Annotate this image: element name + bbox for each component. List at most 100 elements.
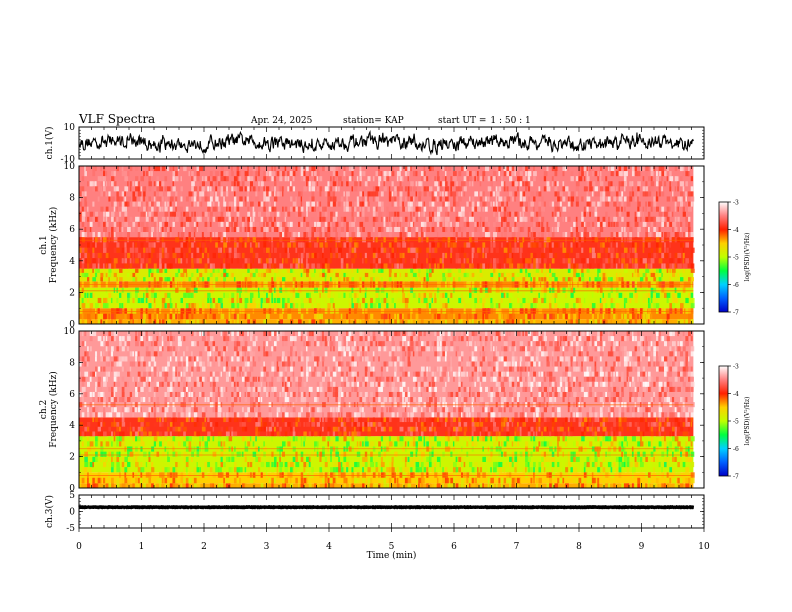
spectrogram-cell [426, 176, 429, 182]
spectrogram-cell [399, 237, 403, 243]
spectrogram-cell [183, 386, 187, 392]
spectrogram-cell [658, 166, 662, 172]
spectrogram-cell [340, 216, 344, 222]
spectrogram-cell [180, 371, 183, 377]
spectrogram-cell [444, 181, 448, 187]
spectrogram-cell [217, 247, 222, 253]
spectrogram-cell [332, 211, 336, 217]
spectrogram-cell [503, 226, 507, 233]
spectrogram-cell [92, 397, 95, 403]
spectrogram-cell [303, 166, 306, 172]
spectrogram-cell [196, 381, 201, 387]
spectrogram-cell [308, 206, 313, 212]
spectrogram-cell [346, 237, 349, 243]
spectrogram-cell [148, 456, 151, 462]
spectrogram-cell [121, 431, 125, 437]
spectrogram-cell [89, 268, 92, 273]
spectrogram-cell [543, 171, 548, 177]
spectrogram-cell [538, 191, 542, 197]
spectrogram-cell [180, 196, 183, 202]
spectrogram-cell [690, 196, 695, 202]
spectrogram-cell [156, 181, 159, 187]
spectrogram-cell [615, 287, 619, 293]
spectrogram-cell [543, 247, 546, 253]
spectrogram-cell [551, 292, 555, 298]
spectrogram-cell [129, 258, 132, 264]
spectrogram-cell [575, 252, 580, 259]
spectrogram-cell [84, 287, 87, 293]
spectrogram-cell [543, 297, 547, 304]
spectrogram-cell [610, 319, 613, 324]
y-axis-label-line: ch.1 [39, 235, 49, 254]
spectrogram-cell [193, 232, 196, 238]
spectrogram-cell [180, 186, 183, 192]
spectrogram-cell [680, 176, 683, 182]
spectrogram-cell [217, 467, 222, 473]
spectrogram-cell [260, 181, 264, 187]
spectrogram-cell [487, 297, 490, 304]
spectrogram-cell [81, 376, 86, 382]
spectrogram-cell [215, 268, 219, 273]
spectrogram-cell [391, 211, 395, 217]
spectrogram-cell [116, 477, 119, 484]
spectrogram-cell [655, 171, 658, 177]
spectrogram-cell [167, 232, 171, 238]
spectrogram-cell [658, 258, 663, 264]
spectrogram-cell [105, 483, 110, 488]
spectrogram-cell [378, 216, 381, 222]
spectrogram-cell [541, 211, 544, 217]
spectrogram-cell [490, 242, 493, 248]
spectrogram-cell [271, 297, 274, 304]
spectrogram-cell [637, 206, 640, 212]
spectrogram-cell [346, 176, 350, 182]
spectrogram-cell [680, 196, 683, 202]
spectrogram-cell [193, 341, 198, 347]
spectrogram-cell [442, 181, 447, 187]
spectrogram-cell [562, 186, 566, 192]
spectrogram-cell [447, 247, 451, 253]
spectrogram-cell [95, 268, 99, 273]
spectrogram-cell [105, 252, 110, 259]
spectrogram-cell [100, 237, 102, 243]
spectrogram-cell [511, 247, 515, 253]
spectrogram-cell [79, 451, 81, 457]
spectrogram-cell [672, 277, 675, 282]
spectrogram-cell [653, 268, 656, 273]
spectrogram-cell [319, 319, 323, 324]
spectrogram-cell [290, 268, 293, 273]
spectrogram-cell [156, 237, 160, 243]
spectrogram-cell [629, 287, 634, 293]
spectrogram-cell [444, 211, 449, 217]
spectrogram-cell [252, 268, 256, 273]
spectrogram-cell [225, 221, 229, 227]
spectrogram-cell [688, 191, 692, 197]
spectrogram-cell [276, 226, 279, 233]
spectrogram-cell [191, 171, 194, 177]
spectrogram-cell [81, 232, 86, 238]
spectrogram-cell [121, 456, 125, 462]
spectrogram-cell [236, 252, 240, 259]
spectrogram-cell [530, 303, 533, 309]
spectrogram-cell [610, 247, 615, 253]
spectrogram-cell [306, 176, 309, 182]
spectrogram-cell [626, 263, 629, 269]
spectrogram-cell [501, 201, 504, 207]
spectrogram-cell [338, 237, 341, 243]
spectrogram-cell [645, 232, 650, 238]
spectrogram-cell [169, 216, 174, 222]
spectrogram-cell [479, 216, 482, 222]
spectrogram-cell [319, 313, 323, 320]
spectrogram-cell [284, 297, 289, 304]
spectrogram-cell [602, 263, 606, 269]
spectrogram-cell [637, 313, 639, 320]
spectrogram-cell [436, 186, 440, 192]
spectrogram-cell [359, 272, 363, 278]
spectrogram-cell [175, 376, 178, 382]
spectrogram-cell [343, 258, 346, 264]
spectrogram-cell [415, 277, 418, 282]
spectrogram-cell [303, 176, 305, 182]
spectrogram-cell [506, 268, 509, 273]
spectrogram-cell [335, 166, 339, 172]
spectrogram-cell [121, 391, 125, 398]
spectrogram-cell [199, 361, 203, 367]
